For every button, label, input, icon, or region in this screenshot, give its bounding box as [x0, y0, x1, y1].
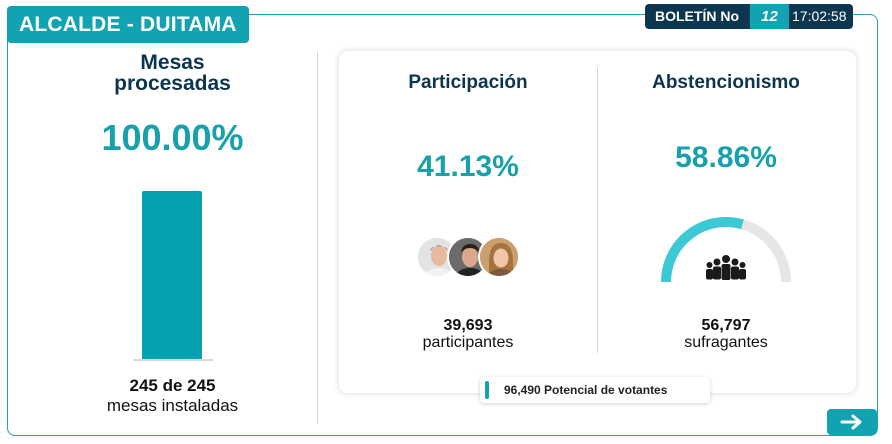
column-divider — [317, 52, 318, 424]
bulletin-label: BOLETÍN No — [645, 4, 750, 29]
people-group-icon — [706, 255, 746, 280]
participacion-label: participantes — [422, 334, 514, 351]
participacion-percent: 41.13% — [417, 150, 519, 183]
badge-accent — [485, 381, 489, 399]
mesas-title-line1: Mesas — [140, 51, 205, 74]
mesas-progress-bar — [133, 191, 213, 361]
abstencionismo-label: sufragantes — [684, 334, 768, 351]
participacion-title: Participación — [408, 72, 528, 93]
mesas-bar-baseline — [133, 359, 213, 361]
mesas-count: 245 de 245 — [129, 376, 216, 395]
bulletin-number: 12 — [750, 4, 789, 29]
voters-avatars-icon — [416, 236, 520, 278]
mesas-percent: 100.00% — [101, 117, 244, 158]
avatar-3 — [478, 236, 520, 278]
abstencionismo-percent: 58.86% — [675, 141, 777, 174]
participacion-count: 39,693 — [443, 317, 493, 334]
mesas-section: Mesas procesadas 100.00% — [60, 52, 285, 159]
abstencionismo-title: Abstencionismo — [652, 72, 800, 93]
bulletin-time: 17:02:58 — [789, 4, 853, 29]
potential-voters-text: 96,490 Potencial de votantes — [504, 383, 668, 397]
gauge-fill — [661, 217, 744, 283]
potential-voters-badge: 96,490 Potencial de votantes — [480, 377, 710, 403]
mesas-label: mesas instaladas — [106, 396, 239, 415]
page-title: ALCALDE - DUITAMA — [7, 6, 249, 43]
arrow-right-icon — [840, 414, 862, 430]
card-divider — [597, 67, 598, 353]
mesas-bar-fill — [142, 191, 202, 359]
next-button[interactable] — [827, 409, 877, 435]
abstencionismo-count: 56,797 — [701, 317, 751, 334]
abstencionismo-gauge — [661, 217, 791, 283]
bulletin-badge: BOLETÍN No 12 17:02:58 — [645, 4, 853, 29]
mesas-title-line2: procesadas — [114, 72, 231, 95]
